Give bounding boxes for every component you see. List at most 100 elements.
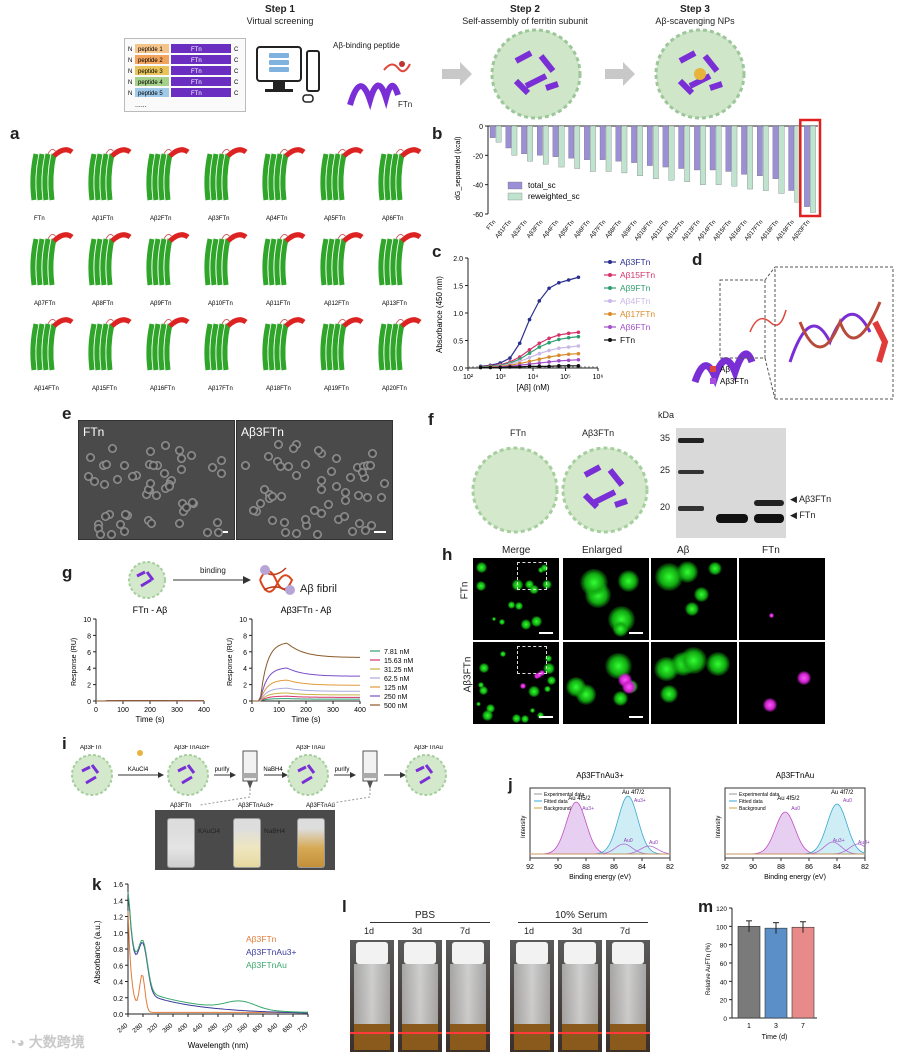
ftn-structure [146,147,190,201]
panel-label-e: e [62,404,72,423]
i-step-label: purify [215,767,230,773]
c-point [547,336,551,341]
g-xtick: 400 [198,707,210,714]
j-xtick: 82 [666,864,674,871]
c-point [537,361,542,365]
g-ytick: 4 [243,666,247,673]
n-terminus: N [128,91,132,97]
ftn-structure [378,232,422,286]
marker-35: 35 [660,433,671,443]
b-bar [694,125,700,171]
nanoparticle [99,479,109,489]
c-point [576,275,581,280]
c-point [557,337,561,342]
step1-subtitle: Virtual screening [246,16,314,26]
peptide-label: peptide 4 [138,80,163,86]
g-xtick: 400 [354,707,366,714]
ftn-label-small: FTn [398,100,413,109]
b-xtick: FTn [486,219,497,231]
cage-icon [287,754,329,796]
i-step-label: purify [335,767,350,773]
structure-label: Aβ3FTn [208,216,229,222]
nanoparticle [165,482,175,492]
c-xtick: 10² [463,374,474,381]
panel-label-b: b [432,124,443,143]
m-ytick: 20 [720,998,728,1005]
nanoparticle [313,530,323,539]
cage-icon [167,754,209,796]
nanoparticle [160,441,170,451]
b-bar [574,125,581,169]
c-point [547,364,551,369]
b-bar [747,125,753,190]
peptide-label: peptide 1 [138,47,163,53]
m-ytick: 100 [716,924,727,931]
j-xtick: 92 [526,864,534,871]
ftn-label: FTn [191,80,202,86]
structure-label: Aβ12FTn [324,301,349,307]
structure-label: Aβ18FTn [266,386,291,392]
c-point [547,340,551,345]
ftn-block [171,55,231,64]
g-xlabel: Time (s) [291,715,320,724]
b-bar [715,125,722,185]
c-ytick: 2.0 [453,256,463,263]
c-point [478,365,483,370]
k-xtick: 560 [236,1022,249,1035]
nanoparticle [333,514,343,524]
nanoparticle [175,519,185,528]
nanoparticle [100,511,110,521]
m-xtick: 1 [747,1023,751,1030]
m-bar [737,926,761,1019]
b-bar [621,125,628,174]
g-ytick: 0 [243,699,247,706]
b-bar [709,125,716,171]
nanoparticle [331,481,341,491]
b-bar [810,125,816,213]
l-vial-photo [606,940,650,1052]
structure-label: Aβ7FTn [34,301,55,307]
nanoparticle [175,446,185,456]
m-ylabel: Relative AuFTn (%) [706,943,712,995]
c-point [508,356,512,360]
h-col-abeta: Aβ [677,545,690,556]
b-bar [662,125,669,168]
panel-d-structure: Aβ Aβ3FTn [691,266,894,400]
g-xtick: 300 [171,707,183,714]
k-xtick: 480 [206,1022,219,1035]
nanoparticle [216,468,226,478]
b-bar [584,125,590,160]
c-terminus: C [234,80,239,86]
j-xtick: 86 [805,864,813,871]
panel-m-bars: 0 20 40 60 80 100 120 Relative AuFTn (%) 1 3 7 Time… [706,906,817,1041]
nanoparticle [208,463,218,473]
c-point [566,335,571,340]
g-ytick: 8 [243,633,247,640]
ftn-structure [88,317,132,371]
nanoparticle [340,511,350,521]
nanoparticle [353,491,363,501]
b-bar [668,125,675,181]
ftn-label: FTn [191,58,202,64]
nanoparticle [332,453,342,463]
g-legend-label: 7.81 nM [384,649,409,656]
gold-ion-icon [137,750,143,756]
panel-h: Merge Enlarged Aβ FTn FTn Aβ3FTn [459,545,822,725]
legend-swatch-abeta [710,366,716,372]
j-peak-label: Au3+ [582,806,594,812]
nanoparticle [128,471,138,481]
h-col-merge: Merge [502,545,531,556]
k-legend-label: Aβ3FTnAu [246,960,287,970]
c-point [557,364,561,368]
panel-a-structures: FTn Aβ1FTn Aβ2FTn Aβ3FTn Aβ4FTn Aβ5FTn Aβ6FTn A… [30,147,422,392]
l-group-pbs: PBS [415,910,436,921]
b-bar [804,125,810,207]
k-xtick: 240 [116,1022,129,1035]
g-sensorgram [252,692,361,702]
k-ytick: 1.2 [113,915,123,922]
j-peak-label: Au0 [624,838,633,844]
peptide-block [135,44,169,53]
confocal-tile [651,558,737,640]
g-ylabel: Response (RU) [71,638,78,686]
c-point [576,357,581,362]
